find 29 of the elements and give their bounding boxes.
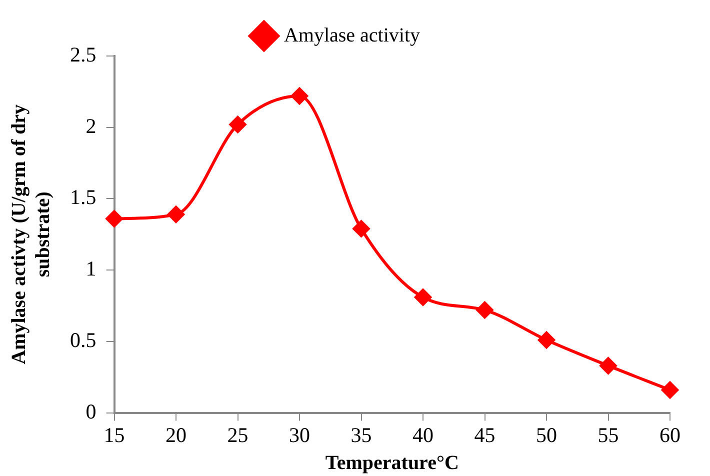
y-tick-label: 0: [86, 399, 96, 424]
x-axis-title: Temperature°C: [325, 452, 459, 474]
x-tick-label: 40: [412, 422, 434, 447]
point: [662, 381, 678, 398]
x-tick-label: 60: [660, 422, 680, 447]
x-tick-label: 45: [474, 422, 496, 447]
point: [414, 288, 432, 306]
point: [352, 220, 370, 238]
y-tick-label: 1: [86, 256, 96, 281]
x-tick-label: 30: [289, 422, 310, 447]
x-tick-label: 25: [227, 422, 248, 447]
point: [229, 116, 246, 134]
x-tick-label: 15: [104, 422, 125, 447]
y-tick-label: 1.5: [70, 185, 96, 210]
point: [538, 332, 555, 349]
point: [106, 210, 123, 228]
y-tick-label: 2.5: [70, 42, 96, 67]
legend-label: Amylase activity: [284, 24, 420, 46]
point: [600, 357, 617, 374]
y-tick-label: 2: [86, 114, 96, 138]
x-tick-label: 50: [536, 422, 557, 447]
x-tick-label: 35: [350, 422, 372, 447]
point: [291, 87, 308, 104]
y-tick-label: 0.5: [70, 328, 96, 352]
x-tick-label: 20: [166, 422, 186, 447]
y-axis-title: Amylase activty (U/grm of dry substrate): [8, 104, 54, 364]
x-tick-label: 55: [598, 422, 619, 447]
point: [476, 302, 494, 319]
point: [168, 206, 184, 223]
